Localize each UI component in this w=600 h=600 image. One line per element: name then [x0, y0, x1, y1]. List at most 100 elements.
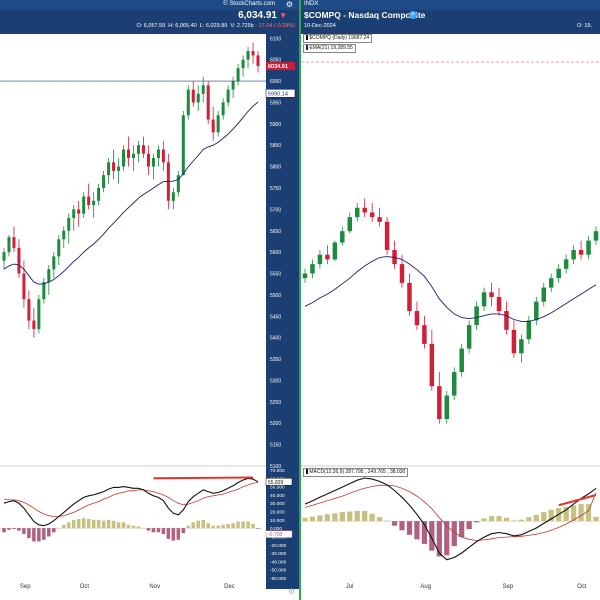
macd-histogram-bar: [86, 519, 91, 529]
candle-body: [437, 386, 442, 420]
left-header-bar: [0, 0, 299, 10]
right-header-band: [301, 10, 600, 34]
macd-tick-label: -60.000: [270, 576, 287, 582]
candle-body: [519, 339, 524, 354]
candle-body: [444, 395, 450, 420]
ohlc-open-partial: O: 19,: [577, 23, 592, 29]
macd-tick-label: -30.000: [270, 551, 287, 557]
price-tick-label: 5100: [270, 464, 281, 470]
macd-histogram-bar: [201, 519, 205, 529]
macd-histogram-bar: [91, 519, 96, 529]
ohlc-high: H: 6,065.40: [168, 23, 197, 29]
candle-body: [151, 158, 155, 167]
brand-watermark: © StockCharts.com: [223, 1, 275, 7]
price-tick-label: 5150: [270, 443, 281, 449]
macd-tick-label: -50.000: [270, 568, 287, 574]
price-tick-label: 5450: [270, 314, 281, 320]
macd-histogram-bar: [511, 520, 517, 522]
price-tick-label: 5350: [270, 357, 281, 363]
candle-body: [578, 250, 584, 255]
price-tick-label: 5750: [270, 186, 281, 192]
candle-body: [201, 85, 205, 94]
candle-body: [72, 209, 76, 218]
candle-body: [117, 166, 121, 171]
candle-body: [206, 85, 210, 120]
candle-body: [466, 325, 472, 349]
macd-histogram-bar: [459, 521, 465, 538]
macd-histogram-bar: [563, 506, 569, 522]
candle-body: [141, 145, 145, 154]
candle-body: [67, 217, 71, 231]
macd-tick-label: -40.000: [270, 559, 287, 565]
macd-histogram-bar: [585, 504, 592, 522]
macd-histogram-bar: [27, 528, 31, 539]
right-price-panel: [301, 61, 600, 467]
candle-body: [52, 256, 56, 270]
macd-histogram-bar: [436, 521, 442, 557]
macd-histogram-bar: [347, 511, 353, 522]
macd-histogram-bar: [171, 528, 176, 541]
last-price: 6,034.91: [238, 10, 277, 21]
macd-tick-label: 50.000: [270, 485, 285, 491]
candle-body: [186, 89, 190, 116]
candle-body: [87, 196, 91, 206]
ohlc-readout: O: 6,057.59 H: 6,065.40 L: 6,029.89 V: 2…: [136, 23, 295, 29]
macd-histogram-bar: [101, 520, 106, 529]
macd-histogram-bar: [22, 528, 26, 534]
macd-histogram-bar: [81, 518, 86, 529]
price-tick-label: 5650: [270, 229, 281, 235]
macd-histogram-bar: [369, 513, 375, 522]
plus-icon[interactable]: +: [409, 11, 417, 19]
candle-body: [451, 372, 457, 396]
macd-histogram-bar: [503, 517, 510, 522]
price-legend: $COMPQ (Daily) 19687.24: [303, 34, 373, 43]
candle-body: [593, 231, 599, 241]
price-tick-label: 5550: [270, 272, 281, 278]
macd-histogram-bar: [156, 528, 161, 533]
macd-histogram-bar: [226, 524, 230, 529]
ohlc-open: O: 6,057.59: [136, 23, 166, 29]
price-tick-label: 5850: [270, 143, 281, 149]
macd-legend: MACD(12,26,9) 287.795 , 249.765 , 38.030: [303, 468, 409, 477]
left-chart-svg[interactable]: 6100 6050 6000 5950 5900 5850 5800 5750 5700 5650…: [0, 0, 299, 600]
macd-histogram-bar: [176, 528, 181, 540]
candle-body: [407, 282, 412, 312]
macd-histogram-bar: [136, 526, 141, 529]
candle-body: [102, 175, 106, 188]
price-tick-label: 5900: [270, 122, 281, 128]
candle-body: [384, 221, 390, 250]
price-tick-label: 5500: [270, 293, 281, 299]
macd-histogram-bar: [302, 517, 308, 522]
last-price-tag: [266, 62, 295, 71]
macd-histogram-bar: [518, 519, 525, 522]
candle-body: [196, 93, 200, 103]
candle-body: [556, 268, 561, 279]
macd-histogram-bar: [116, 522, 121, 529]
price-tick-label: 5700: [270, 207, 281, 213]
candle-body: [231, 81, 235, 90]
candle-body: [191, 89, 195, 103]
macd-line: [3, 477, 259, 527]
month-label: Dec: [224, 584, 235, 590]
macd-histogram-bar: [362, 510, 368, 522]
macd-histogram-bar: [406, 521, 413, 535]
candle-body: [236, 68, 240, 82]
candle-body: [377, 217, 382, 222]
gear-icon[interactable]: ⚙: [285, 0, 293, 9]
candle-body: [221, 102, 225, 116]
candle-body: [541, 287, 547, 302]
candle-body: [156, 149, 160, 159]
macd-histogram-bar: [146, 528, 151, 531]
candle-body: [399, 264, 405, 283]
ohlc-volume: V: 2.725b: [230, 23, 254, 29]
ema-tag: [265, 88, 296, 98]
right-chart-svg[interactable]: Jul Aug Sep Oct: [301, 0, 600, 600]
pane-divider[interactable]: [299, 0, 301, 600]
left-price-panel: [0, 42, 266, 467]
macd-histogram-bar: [32, 528, 36, 542]
ema-line: [304, 256, 597, 322]
macd-tick-label: 30.000: [270, 501, 285, 507]
macd-histogram-bar: [17, 528, 21, 531]
candle-body: [146, 153, 150, 167]
macd-histogram-bar: [216, 525, 220, 529]
